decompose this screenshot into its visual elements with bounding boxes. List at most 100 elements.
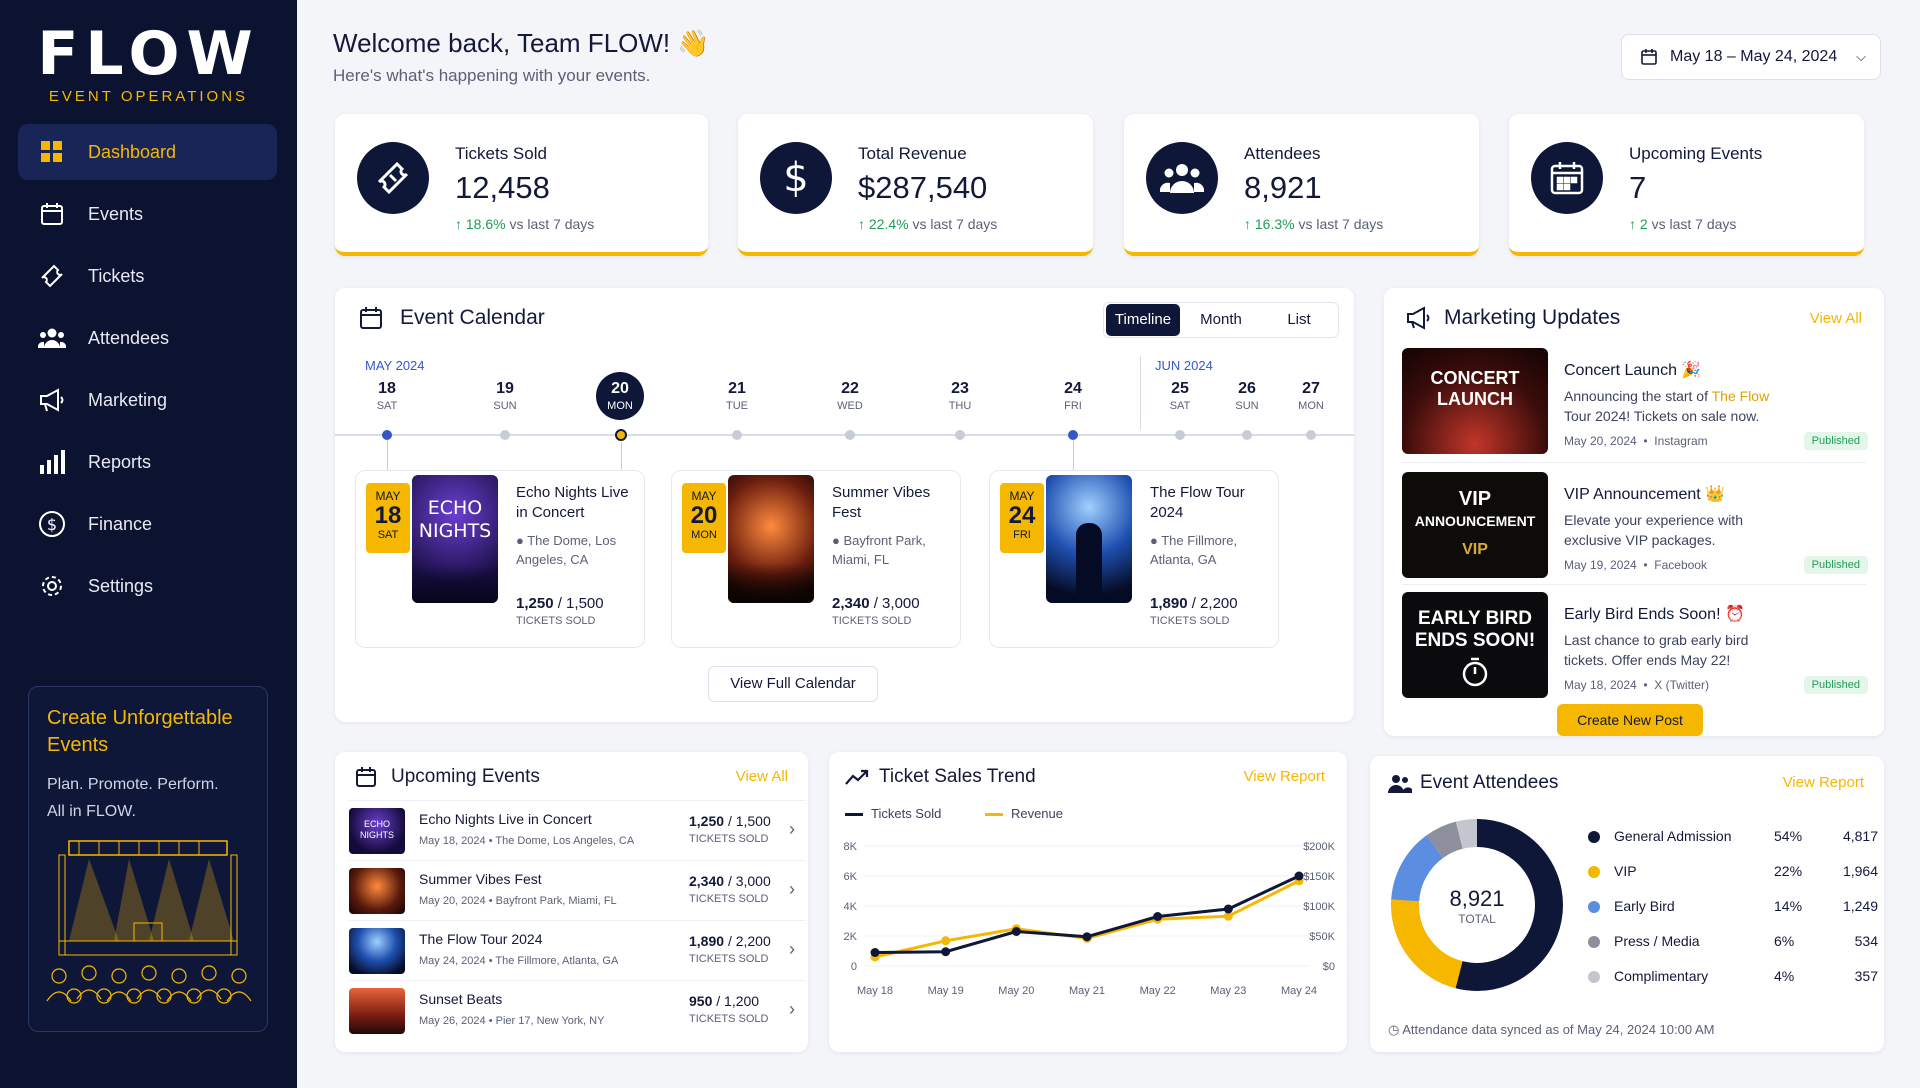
calendar-icon: [356, 767, 376, 787]
status-badge: Published: [1803, 676, 1868, 694]
thumb-line1: EARLY BIRD: [1417, 608, 1533, 629]
day-26[interactable]: 26 SUN: [1222, 380, 1272, 412]
event-card-echo-nights[interactable]: MAY 18 SAT ECHO NIGHTS Echo Nights Live in…: [355, 470, 645, 648]
tab-list[interactable]: List: [1287, 311, 1311, 328]
sidebar-nav: Dashboard Events Tickets Attendees Marke…: [18, 124, 277, 620]
marketing-item-title: Early Bird Ends Soon! ⏰: [1564, 606, 1745, 623]
event-location-text: The Fillmore, Atlanta, GA: [1150, 533, 1238, 567]
capacity: / 1,200: [716, 993, 760, 1009]
upcoming-row[interactable]: ECHO NIGHTS Echo Nights Live in Concert …: [349, 800, 805, 860]
thumb-text: ECHO NIGHTS: [359, 819, 394, 840]
connector: [1073, 440, 1074, 472]
brand-name-text: FLOW: [37, 19, 260, 89]
legend-name: General Admission: [1614, 828, 1732, 844]
day-22[interactable]: 22 WED: [825, 380, 875, 412]
sidebar-item-dashboard[interactable]: Dashboard: [18, 124, 277, 180]
event-location: ● Bayfront Park, Miami, FL: [832, 531, 957, 569]
chevron-right-icon[interactable]: ›: [789, 999, 795, 1019]
x-tick: May 19: [928, 985, 964, 997]
marketing-date: May 20, 2024: [1564, 434, 1637, 448]
trend-title: Ticket Sales Trend: [879, 766, 1036, 787]
marketing-view-all-link[interactable]: View All: [1809, 310, 1862, 327]
poster-text: ECHO NIGHTS: [418, 497, 492, 542]
desc-text: Announcing the start of: [1564, 388, 1712, 404]
timeline-dot: [500, 430, 510, 440]
marketing-item-desc: Last chance to grab early bird tickets. …: [1564, 632, 1749, 668]
event-date-badge: MAY 20 MON: [682, 483, 726, 553]
upcoming-sold-label: TICKETS SOLD: [689, 893, 769, 905]
legend-count: 1,964: [1842, 863, 1878, 879]
kpi-value: $287,540: [858, 170, 988, 205]
day-21[interactable]: 21 TUE: [712, 380, 762, 412]
page-title: Welcome back, Team FLOW! 👋: [333, 28, 710, 58]
capacity: / 1,500: [727, 813, 771, 829]
marketing-item-concert-launch[interactable]: CONCERT LAUNCH Concert Launch 🎉 Announcin…: [1402, 348, 1868, 458]
y-tick-left: 6K: [844, 871, 858, 883]
create-new-post-button[interactable]: Create New Post: [1557, 704, 1703, 736]
day-27[interactable]: 27 MON: [1286, 380, 1336, 412]
tab-month[interactable]: Month: [1200, 311, 1242, 328]
tab-timeline[interactable]: Timeline: [1106, 304, 1180, 336]
brand-logo[interactable]: FLOW EVENT OPERATIONS: [0, 22, 297, 105]
chevron-right-icon[interactable]: ›: [789, 819, 795, 839]
attendees-view-report-link[interactable]: View Report: [1782, 774, 1864, 791]
chevron-right-icon[interactable]: ›: [789, 939, 795, 959]
day-18[interactable]: 18 SAT: [362, 380, 412, 412]
x-tick: May 24: [1281, 985, 1317, 997]
event-card-flow-tour[interactable]: MAY 24 FRI The Flow Tour 2024 ● The Fillmo…: [989, 470, 1279, 648]
event-sold-count: 1,890: [1150, 595, 1188, 612]
sync-note-text: Attendance data synced as of May 24, 202…: [1402, 1022, 1715, 1037]
marketing-item-early-bird[interactable]: EARLY BIRD ENDS SOON! Early Bird Ends Soo…: [1402, 592, 1868, 702]
kpi-card-total-revenue[interactable]: $ Total Revenue $287,540 ↑ 22.4% vs last…: [738, 114, 1093, 256]
thumb-line1: CONCERT: [1430, 368, 1520, 388]
event-card-summer-vibes[interactable]: MAY 20 MON Summer Vibes Fest ● Bayfront Pa…: [671, 470, 961, 648]
day-24[interactable]: 24 FRI: [1048, 380, 1098, 412]
sidebar-item-marketing[interactable]: Marketing: [18, 372, 277, 428]
legend-label-tickets: Tickets Sold: [871, 806, 942, 821]
date-range-picker[interactable]: May 18 – May 24, 2024 ⌵: [1621, 34, 1881, 80]
sidebar-item-reports[interactable]: Reports: [18, 434, 277, 490]
status-badge: Published: [1803, 556, 1868, 574]
month-label-may: MAY 2024: [365, 358, 425, 373]
sync-note: ◷ Attendance data synced as of May 24, 2…: [1388, 1022, 1714, 1038]
marketing-channel: Instagram: [1654, 434, 1708, 448]
trend-icon: [845, 769, 869, 785]
thumb-line1: VIP: [1458, 488, 1492, 510]
kpi-card-attendees[interactable]: Attendees 8,921 ↑ 16.3% vs last 7 days: [1124, 114, 1479, 256]
day-weekday: SAT: [1169, 400, 1191, 412]
gear-icon: [38, 572, 66, 600]
page-subtitle: Here's what's happening with your events…: [333, 66, 651, 85]
kpi-label: Upcoming Events: [1629, 144, 1763, 163]
sidebar-item-finance[interactable]: $ Finance: [18, 496, 277, 552]
event-thumb: [349, 988, 405, 1034]
view-full-calendar-button[interactable]: View Full Calendar: [708, 666, 878, 702]
date-range-label: May 18 – May 24, 2024: [1670, 48, 1838, 65]
day-19[interactable]: 19 SUN: [480, 380, 530, 412]
sidebar-item-events[interactable]: Events: [18, 186, 277, 242]
upcoming-events-card: Upcoming Events View All ECHO NIGHTS Ech…: [335, 752, 808, 1052]
chevron-right-icon[interactable]: ›: [789, 879, 795, 899]
sidebar-item-tickets[interactable]: Tickets: [18, 248, 277, 304]
tickets-point: [1294, 871, 1304, 881]
connector: [621, 442, 622, 472]
kpi-card-upcoming-events[interactable]: Upcoming Events 7 ↑ 2 vs last 7 days: [1509, 114, 1864, 256]
day-20-selected[interactable]: 20 MON: [595, 372, 645, 420]
kpi-card-tickets-sold[interactable]: Tickets Sold 12,458 ↑ 18.6% vs last 7 da…: [335, 114, 708, 256]
marketing-item-vip-announcement[interactable]: VIP ANNOUNCEMENT VIP VIP Announcement 👑 El…: [1402, 472, 1868, 582]
sidebar-item-settings[interactable]: Settings: [18, 558, 277, 614]
sidebar-item-attendees[interactable]: Attendees: [18, 310, 277, 366]
upcoming-view-all-link[interactable]: View All: [735, 768, 788, 785]
day-number: 26: [1238, 380, 1256, 397]
day-25[interactable]: 25 SAT: [1155, 380, 1205, 412]
legend-swatch-tickets: [845, 813, 863, 817]
upcoming-row[interactable]: The Flow Tour 2024 May 24, 2024 • The Fi…: [349, 920, 805, 980]
pin-icon: ●: [516, 533, 528, 548]
arrow-up-icon: ↑: [1629, 216, 1640, 232]
upcoming-row[interactable]: Summer Vibes Fest May 20, 2024 • Bayfron…: [349, 860, 805, 920]
marketing-updates-card: Marketing Updates View All CONCERT LAUNCH…: [1384, 288, 1884, 736]
event-title: Echo Nights Live in Concert: [516, 484, 629, 521]
trend-view-report-link[interactable]: View Report: [1243, 768, 1325, 785]
upcoming-row[interactable]: Sunset Beats May 26, 2024 • Pier 17, New…: [349, 980, 805, 1040]
sidebar-item-label: Tickets: [88, 265, 145, 286]
day-23[interactable]: 23 THU: [935, 380, 985, 412]
